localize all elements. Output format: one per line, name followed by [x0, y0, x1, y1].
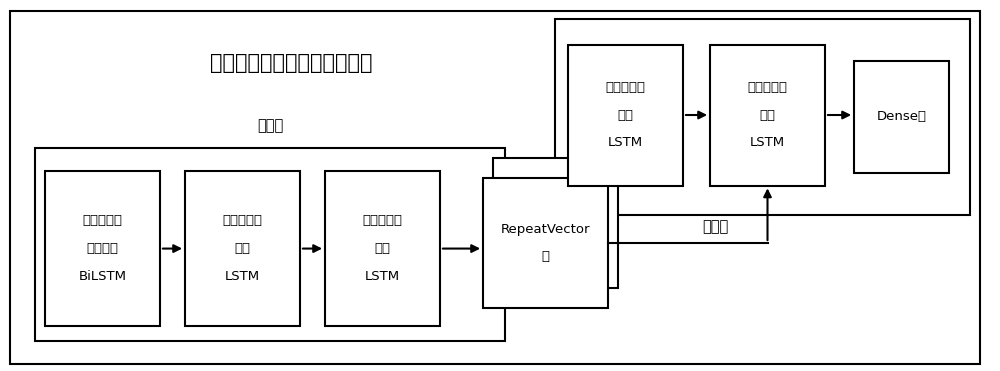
Text: RepeatVector: RepeatVector: [501, 223, 590, 236]
Text: 网络: 网络: [234, 242, 250, 255]
Bar: [325, 171, 440, 326]
Bar: [185, 171, 300, 326]
Text: 编码器: 编码器: [257, 119, 283, 134]
Bar: [483, 178, 608, 308]
Text: 神经网络: 神经网络: [87, 242, 119, 255]
Text: 长短时神经: 长短时神经: [222, 214, 262, 227]
Bar: [555, 19, 970, 215]
Text: 长短时神经网络自编码机结构: 长短时神经网络自编码机结构: [210, 53, 372, 73]
Text: LSTM: LSTM: [365, 270, 400, 283]
Bar: [35, 148, 505, 341]
Bar: [854, 61, 949, 173]
Text: 网络: 网络: [618, 108, 634, 122]
Text: 网络: 网络: [374, 242, 390, 255]
Text: LSTM: LSTM: [225, 270, 260, 283]
Text: 解码器: 解码器: [702, 219, 728, 234]
Text: 层: 层: [542, 250, 550, 263]
Bar: [493, 158, 618, 288]
Text: LSTM: LSTM: [750, 136, 785, 150]
Text: 长短时神经: 长短时神经: [606, 81, 646, 94]
Text: 双向长短时: 双向长短时: [83, 214, 123, 227]
Text: 长短时神经: 长短时神经: [362, 214, 402, 227]
Text: LSTM: LSTM: [608, 136, 643, 150]
Bar: [710, 45, 825, 186]
Text: Dense层: Dense层: [876, 110, 926, 124]
Bar: [45, 171, 160, 326]
Text: BiLSTM: BiLSTM: [79, 270, 127, 283]
Text: 网络: 网络: [760, 108, 776, 122]
Text: 长短时神经: 长短时神经: [748, 81, 788, 94]
Bar: [568, 45, 683, 186]
